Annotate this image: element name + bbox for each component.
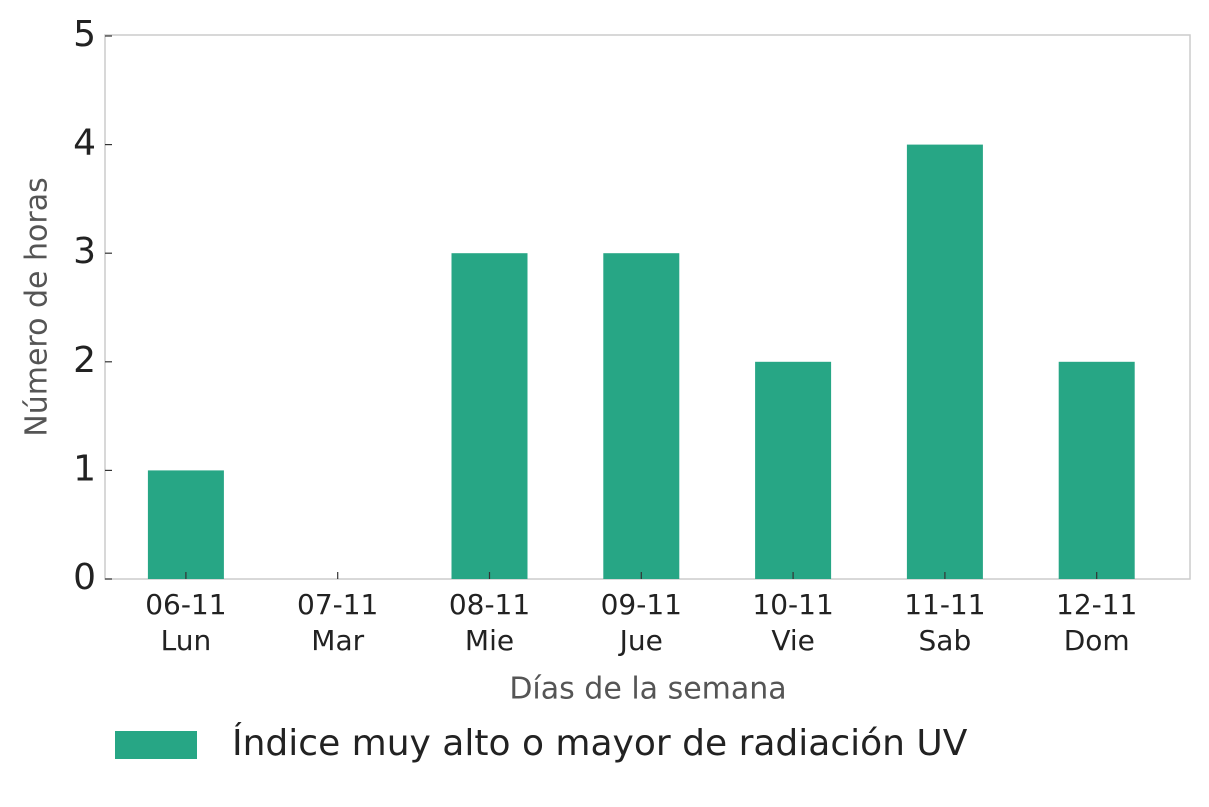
legend-swatch: [115, 731, 197, 759]
legend-label: Índice muy alto o mayor de radiación UV: [232, 722, 968, 764]
x-tick-label: 06-11: [145, 588, 226, 621]
y-tick-label: 4: [73, 123, 96, 164]
y-tick-label: 2: [73, 340, 96, 381]
bar: [906, 144, 983, 579]
x-tick-label: 07-11: [297, 588, 378, 621]
bar: [147, 470, 224, 579]
bar: [603, 253, 680, 579]
y-axis-label: Número de horas: [20, 177, 55, 436]
y-tick-label: 1: [73, 448, 96, 489]
x-tick-label: Sab: [919, 624, 972, 657]
y-tick-label: 3: [73, 231, 96, 272]
x-tick-label: 08-11: [449, 588, 530, 621]
x-tick-label: Jue: [618, 624, 663, 657]
x-tick-label: Mar: [311, 624, 364, 657]
x-tick-label: 12-11: [1056, 588, 1137, 621]
y-tick-label: 0: [73, 557, 96, 598]
x-tick-label: 11-11: [904, 588, 985, 621]
y-tick-label: 5: [73, 14, 96, 55]
x-tick-label: Dom: [1064, 624, 1130, 657]
x-tick-label: Lun: [161, 624, 212, 657]
x-tick-label: Mie: [465, 624, 514, 657]
bar: [755, 361, 832, 579]
x-tick-label: 10-11: [752, 588, 833, 621]
x-axis-label: Días de la semana: [509, 672, 786, 707]
x-tick-label: Vie: [771, 624, 815, 657]
bar: [451, 253, 528, 579]
x-tick-label: 09-11: [601, 588, 682, 621]
bar: [1058, 361, 1135, 579]
